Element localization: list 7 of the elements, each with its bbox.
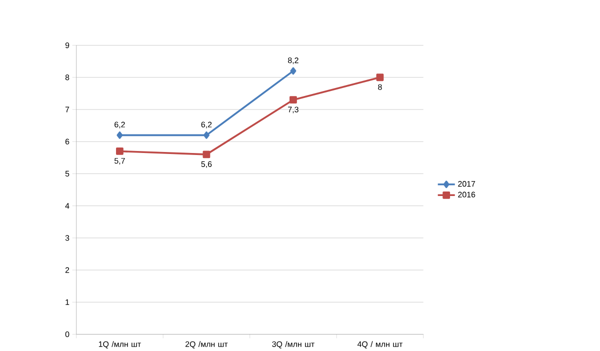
point: [203, 131, 210, 139]
point: [116, 131, 123, 139]
point: [116, 148, 124, 155]
point: [202, 150, 210, 158]
point: [376, 74, 384, 82]
point: [290, 67, 296, 75]
point: [290, 96, 297, 104]
